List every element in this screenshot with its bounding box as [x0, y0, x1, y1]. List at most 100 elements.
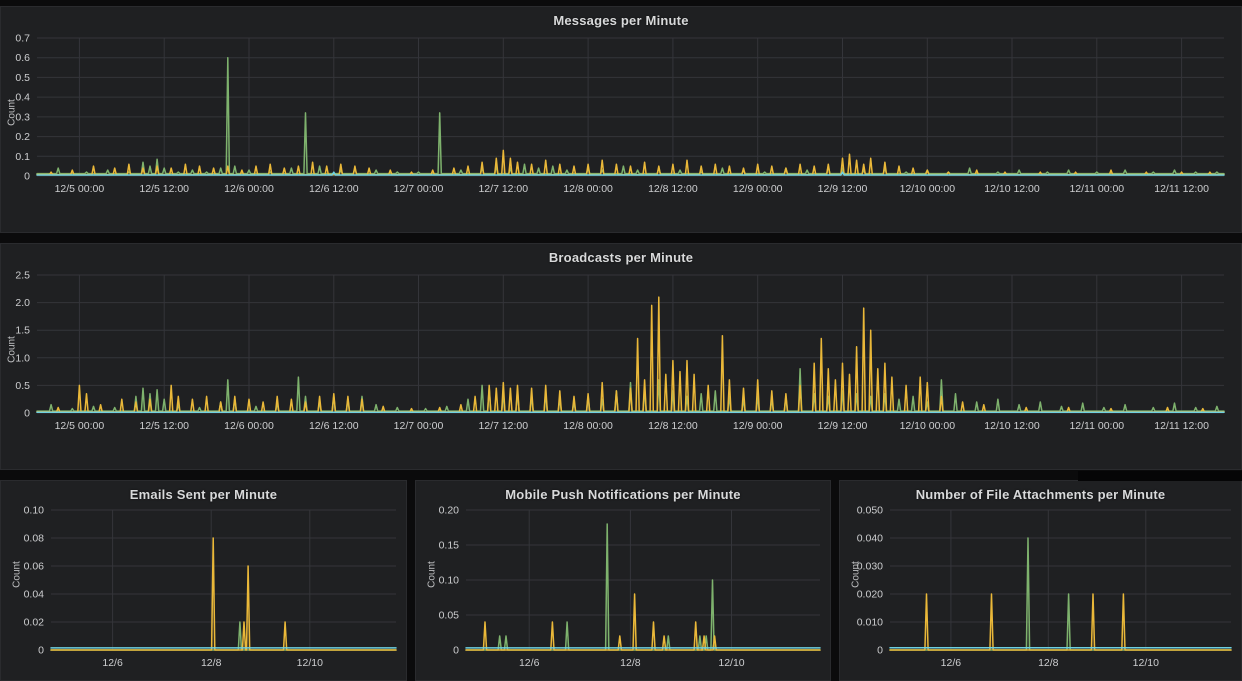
y-tick-label: 0.010 [857, 617, 883, 629]
x-tick-label: 12/9 12:00 [818, 183, 868, 195]
y-axis-label-broadcasts: Count [6, 336, 18, 363]
panel-messages-per-minute: Messages per Minute Count 12/5 00:00 12/5… [0, 6, 1242, 233]
y-tick-label: 0.15 [439, 540, 460, 552]
x-tick-label: 12/6 [941, 657, 962, 669]
x-tick-label: 12/6 12:00 [309, 420, 359, 432]
x-tick-label: 12/7 12:00 [478, 420, 528, 432]
x-tick-label: 12/11 12:00 [1154, 183, 1209, 195]
panel-emails-sent-per-minute: Emails Sent per Minute Count 12/6 12/8 12/… [0, 480, 407, 681]
y-tick-label: 0.1 [15, 151, 30, 163]
y-tick-label: 0.05 [439, 610, 460, 622]
series-path-yellow [889, 593, 1232, 651]
x-tick-label: 12/6 [102, 657, 123, 669]
y-tick-label: 0.4 [15, 92, 30, 104]
x-tick-label: 12/10 00:00 [900, 420, 956, 432]
x-tick-label: 12/8 [201, 657, 222, 669]
x-tick-label: 12/7 00:00 [394, 420, 444, 432]
series-path-cyan [36, 171, 1225, 176]
x-tick-label: 12/8 [620, 657, 641, 669]
bottom-panel-row: Emails Sent per Minute Count 12/6 12/8 12/… [0, 480, 1242, 681]
x-tick-label: 12/8 00:00 [563, 420, 613, 432]
x-tick-label: 12/6 [519, 657, 540, 669]
x-tick-label: 12/7 12:00 [478, 183, 528, 195]
series-path-green [36, 56, 1225, 175]
y-tick-label: 0 [38, 645, 44, 657]
y-tick-label: 0.3 [15, 111, 30, 123]
chart-canvas-mobile-push[interactable]: 12/6 12/8 12/10 0 0.05 0.10 0.15 0.20 [416, 502, 830, 674]
y-axis-label-messages: Count [6, 99, 18, 126]
y-tick-label: 0.6 [15, 52, 30, 64]
panel-title-broadcasts: Broadcasts per Minute [548, 250, 694, 265]
y-tick-label: 0.040 [857, 533, 883, 545]
panel-title-mobile-push: Mobile Push Notifications per Minute [505, 487, 741, 502]
panel-title-file-attachments: Number of File Attachments per Minute [915, 487, 1166, 502]
series-path-yellow [465, 593, 821, 651]
y-tick-label: 0.10 [24, 505, 45, 517]
y-tick-label: 0.5 [15, 72, 30, 84]
x-tick-label: 12/9 00:00 [733, 183, 783, 195]
series-path-green [50, 621, 397, 651]
x-tick-label: 12/9 12:00 [818, 420, 868, 432]
y-axis-label-mobile-push: Count [426, 561, 438, 588]
series-path-yellow [36, 296, 1225, 413]
x-tick-label: 12/5 12:00 [139, 420, 189, 432]
x-tick-label: 12/7 00:00 [394, 183, 444, 195]
series-path-green [465, 523, 821, 651]
series-fill-yellow [37, 150, 1224, 176]
series-fill-yellow [466, 594, 820, 650]
series-path-green [36, 368, 1225, 412]
y-tick-label: 2.0 [15, 297, 30, 309]
x-tick-label: 12/5 00:00 [55, 183, 105, 195]
x-tick-label: 12/10 [1133, 657, 1159, 669]
x-tick-label: 12/11 00:00 [1069, 183, 1124, 195]
x-tick-label: 12/8 [1038, 657, 1059, 669]
chart-canvas-emails[interactable]: 12/6 12/8 12/10 0 0.02 0.04 0.06 0.08 0.10 [1, 502, 406, 674]
y-tick-label: 0 [24, 408, 30, 420]
y-axis-label-emails: Count [11, 561, 23, 588]
x-tick-label: 12/8 00:00 [563, 183, 613, 195]
x-tick-label: 12/6 00:00 [224, 183, 274, 195]
y-tick-label: 1.0 [15, 352, 30, 364]
x-tick-label: 12/6 00:00 [224, 420, 274, 432]
y-tick-label: 0.20 [439, 505, 460, 517]
x-tick-label: 12/5 00:00 [55, 420, 105, 432]
y-tick-label: 0.06 [24, 561, 45, 573]
x-tick-label: 12/10 [718, 657, 744, 669]
chart-canvas-broadcasts[interactable]: 12/5 00:00 12/5 12:00 12/6 00:00 12/6 12:00… [1, 265, 1241, 461]
x-tick-label: 12/6 12:00 [309, 183, 359, 195]
y-tick-label: 0 [24, 171, 30, 183]
x-tick-label: 12/10 12:00 [984, 420, 1040, 432]
y-tick-label: 0.04 [24, 589, 45, 601]
y-tick-label: 0 [453, 645, 459, 657]
x-tick-label: 12/10 12:00 [984, 183, 1040, 195]
y-tick-label: 0.08 [24, 533, 45, 545]
x-tick-label: 12/10 [297, 657, 323, 669]
x-tick-label: 12/9 00:00 [733, 420, 783, 432]
x-tick-label: 12/8 12:00 [648, 420, 698, 432]
panel-edge-shadow [1078, 471, 1242, 481]
x-tick-label: 12/8 12:00 [648, 183, 698, 195]
series-fill-green [466, 524, 820, 650]
panel-broadcasts-per-minute: Broadcasts per Minute Count 12/5 00:00 12… [0, 243, 1242, 470]
x-tick-label: 12/5 12:00 [139, 183, 189, 195]
y-tick-label: 0.020 [857, 589, 883, 601]
panel-mobile-push-notifications-per-minute: Mobile Push Notifications per Minute Cou… [415, 480, 831, 681]
chart-canvas-messages[interactable]: 12/5 00:00 12/5 12:00 12/6 00:00 12/6 12:00… [1, 28, 1241, 224]
series-fill-green [51, 622, 396, 650]
y-tick-label: 0.050 [857, 505, 883, 517]
y-axis-label-file-attachments: Count [850, 561, 862, 588]
series-path-yellow [50, 537, 397, 651]
panel-title-messages: Messages per Minute [553, 13, 689, 28]
y-tick-label: 0.030 [857, 561, 883, 573]
panel-file-attachments-per-minute: Number of File Attachments per Minute Co… [839, 480, 1242, 681]
y-tick-label: 0.2 [15, 131, 30, 143]
panel-title-emails: Emails Sent per Minute [129, 487, 278, 502]
y-tick-label: 1.5 [15, 325, 30, 337]
x-tick-label: 12/11 12:00 [1154, 420, 1209, 432]
y-tick-label: 0 [877, 645, 883, 657]
y-tick-label: 0.7 [15, 33, 30, 45]
y-tick-label: 0.10 [439, 575, 460, 587]
y-tick-label: 0.02 [24, 617, 45, 629]
y-tick-label: 2.5 [15, 270, 30, 282]
chart-canvas-file-attachments[interactable]: 12/6 12/8 12/10 0 0.010 0.020 0.030 0.040 0.050 [840, 502, 1241, 674]
